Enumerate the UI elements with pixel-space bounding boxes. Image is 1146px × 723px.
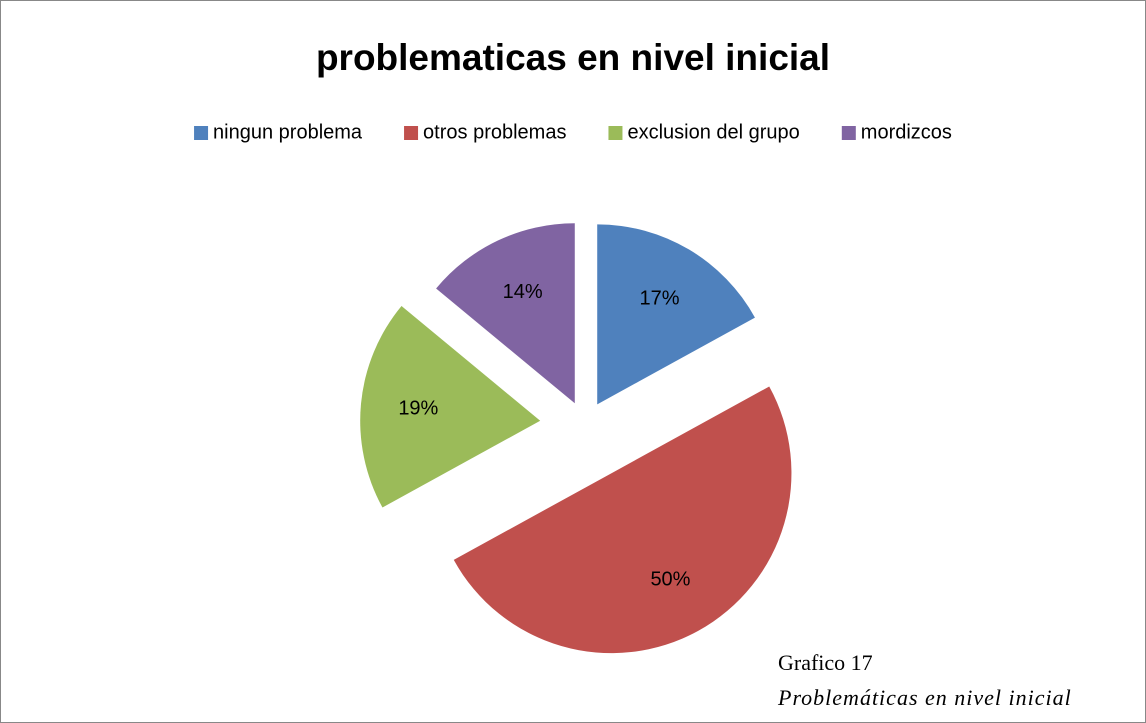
legend-swatch — [841, 126, 856, 140]
data-label: 50% — [650, 569, 690, 591]
legend-label: ningun problema — [213, 121, 363, 143]
data-label: 17% — [640, 287, 680, 309]
pie-slice — [453, 386, 792, 654]
pie-slice — [436, 223, 575, 404]
legend-swatch — [404, 126, 419, 140]
legend-swatch — [608, 126, 623, 140]
legend-label: exclusion del grupo — [627, 121, 799, 143]
annotation: Grafico 17 — [778, 650, 873, 675]
data-label: 14% — [503, 281, 543, 303]
legend-label: mordizcos — [861, 121, 952, 143]
pie-slice — [597, 224, 755, 405]
pie-slice — [360, 306, 541, 508]
legend-label: otros problemas — [423, 121, 566, 143]
annotation: Problemáticas en nivel inicial — [777, 685, 1072, 710]
legend: ningun problema otros problemas exclusion … — [194, 121, 952, 143]
legend-swatch — [194, 126, 209, 140]
chart-title: problematicas en nivel inicial — [316, 37, 830, 78]
data-label: 19% — [398, 398, 438, 420]
